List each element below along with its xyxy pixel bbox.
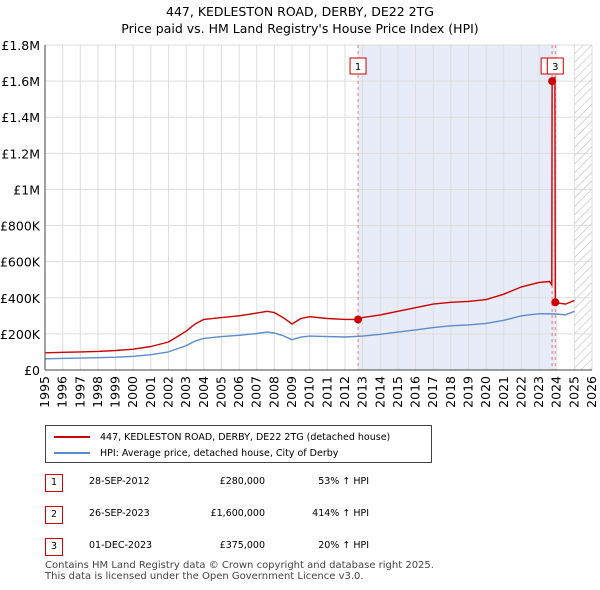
- x-tick-label: 2009: [284, 376, 299, 408]
- x-tick-label: 1997: [72, 376, 87, 408]
- marker-3-box: [546, 57, 564, 75]
- y-tick-label: £1.8M: [1, 38, 40, 53]
- x-tick-label: 2005: [213, 376, 228, 408]
- y-tick-label: £0: [24, 363, 40, 378]
- x-tick-label: 2001: [143, 376, 158, 408]
- transaction-price: £280,000: [219, 476, 265, 487]
- y-tick-label: £800K: [0, 219, 41, 234]
- y-tick-label: £1.2M: [1, 146, 40, 161]
- legend-item-hpi: HPI: Average price, detached house, City…: [54, 445, 338, 461]
- transaction-row: 2 26-SEP-2023 £1,600,000 414% ↑ HPI: [45, 506, 385, 526]
- marker-2-point: [548, 77, 557, 86]
- x-tick-label: 1998: [90, 376, 105, 408]
- x-tick-label: 2017: [425, 376, 440, 408]
- property-series-line: [45, 76, 575, 354]
- chart-title: 447, KEDLESTON ROAD, DERBY, DE22 2TG: [166, 4, 434, 19]
- legend-label-hpi: HPI: Average price, detached house, City…: [100, 447, 339, 459]
- x-tick-label: 2026: [584, 376, 599, 408]
- x-tick-label: 2013: [355, 376, 370, 408]
- transaction-hpi: 53% ↑ HPI: [318, 476, 369, 487]
- transaction-price: £1,600,000: [210, 508, 265, 519]
- transaction-hpi: 414% ↑ HPI: [312, 508, 369, 519]
- legend-item-property: 447, KEDLESTON ROAD, DERBY, DE22 2TG (de…: [54, 429, 390, 445]
- transaction-hpi: 20% ↑ HPI: [318, 540, 369, 551]
- y-tick-label: £200K: [0, 327, 41, 342]
- y-tick-label: £1.4M: [1, 110, 40, 125]
- y-tick-label: £600K: [0, 255, 41, 270]
- x-tick-label: 2022: [513, 376, 528, 408]
- x-tick-label: 2025: [566, 376, 581, 408]
- x-tick-label: 2000: [125, 376, 140, 408]
- marker-1-point: [354, 315, 363, 324]
- x-tick-label: 2016: [408, 376, 423, 408]
- legend-swatch-hpi: [54, 452, 90, 454]
- legend-swatch-property: [54, 436, 90, 438]
- x-tick-label: 2020: [478, 376, 493, 408]
- x-tick-label: 2006: [231, 376, 246, 408]
- marker-3-point: [551, 298, 560, 307]
- transaction-price: £375,000: [219, 540, 265, 551]
- transaction-date: 26-SEP-2023: [89, 508, 150, 519]
- transaction-badge: 2: [45, 506, 63, 524]
- x-tick-label: 1996: [55, 376, 70, 408]
- series-group: [45, 76, 575, 360]
- x-tick-label: 2024: [549, 376, 564, 408]
- x-tick-label: 1995: [37, 376, 52, 408]
- legend: 447, KEDLESTON ROAD, DERBY, DE22 2TG (de…: [45, 425, 432, 463]
- transaction-badge: 1: [45, 474, 63, 492]
- transaction-date: 28-SEP-2012: [89, 476, 150, 487]
- x-tick-label: 2021: [496, 376, 511, 408]
- chart-subtitle: Price paid vs. HM Land Registry's House …: [121, 21, 478, 36]
- ownership-shade: [358, 45, 556, 370]
- transaction-row: 3 01-DEC-2023 £375,000 20% ↑ HPI: [45, 538, 385, 558]
- marker-3-label: 3: [552, 62, 558, 73]
- x-tick-label: 2023: [531, 376, 546, 408]
- y-tick-label: £1.6M: [1, 74, 40, 89]
- transaction-date: 01-DEC-2023: [89, 540, 153, 551]
- x-tick-label: 2014: [372, 376, 387, 408]
- x-tick-label: 2012: [337, 376, 352, 408]
- price-chart: 447, KEDLESTON ROAD, DERBY, DE22 2TG Pri…: [0, 4, 599, 408]
- hpi-series-line: [45, 310, 575, 360]
- x-tick-label: 2008: [266, 376, 281, 408]
- x-tick-label: 2019: [460, 376, 475, 408]
- x-tick-label: 2004: [196, 376, 211, 408]
- x-tick-label: 2002: [161, 376, 176, 408]
- marker-1-box: [349, 57, 367, 75]
- x-tick-label: 2007: [249, 376, 264, 408]
- transaction-row: 1 28-SEP-2012 £280,000 53% ↑ HPI: [45, 474, 385, 494]
- x-tick-label: 2003: [178, 376, 193, 408]
- legend-label-property: 447, KEDLESTON ROAD, DERBY, DE22 2TG (de…: [100, 431, 391, 443]
- forecast-hatch: [574, 45, 592, 370]
- y-tick-label: £1M: [13, 182, 40, 197]
- footer: Contains HM Land Registry data © Crown c…: [45, 560, 434, 582]
- y-tick-label: £400K: [0, 291, 41, 306]
- x-tick-label: 1999: [108, 376, 123, 408]
- x-tick-label: 2010: [302, 376, 317, 408]
- footer-licence: This data is licensed under the Open Gov…: [45, 571, 364, 582]
- x-tick-label: 2015: [390, 376, 405, 408]
- transaction-badge: 3: [45, 538, 63, 556]
- x-tick-label: 2018: [443, 376, 458, 408]
- marker-1-label: 1: [355, 62, 361, 73]
- footer-copyright: Contains HM Land Registry data © Crown c…: [45, 560, 434, 571]
- x-tick-label: 2011: [319, 376, 334, 408]
